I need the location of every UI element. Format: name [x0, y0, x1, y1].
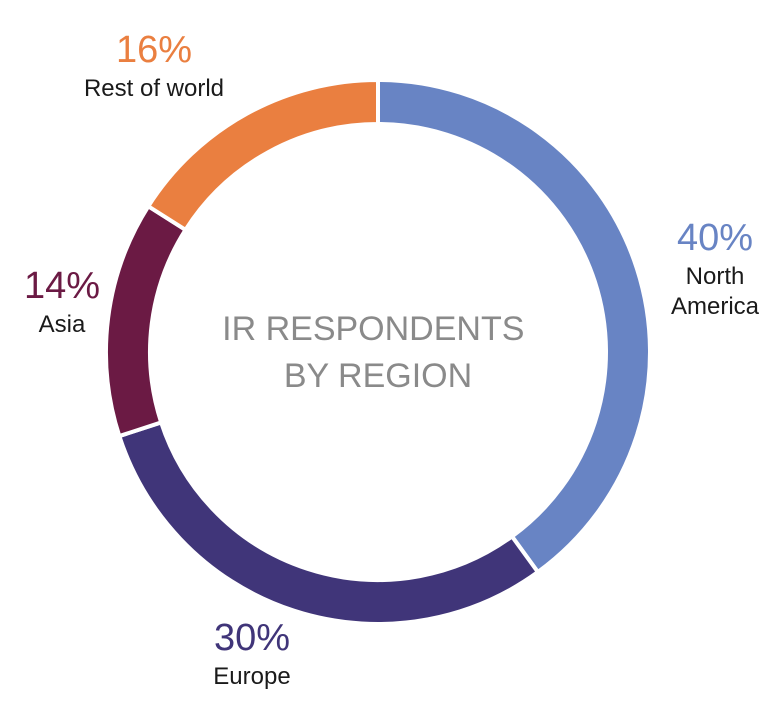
slice-asia — [104, 203, 189, 439]
slice-value-label: 30% — [214, 617, 290, 659]
slice-labels: 40%North America 30% Europe 14% Asia 16% Rest o… — [24, 29, 760, 690]
slice-rest-of-world — [145, 77, 380, 233]
chart-title-line-1: IR RESPONDENTS — [222, 310, 524, 348]
chart-title: IR RESPONDENTS BY REGION — [222, 310, 534, 395]
slice-europe — [116, 419, 541, 626]
slice-value-label: 14% — [24, 265, 100, 307]
slice-name-label: North America — [671, 263, 760, 320]
donut-slices — [104, 77, 652, 626]
chart-title-line-2: BY REGION — [284, 357, 472, 395]
slice-name-label: Asia — [39, 311, 86, 338]
slice-value-label: 40% — [677, 217, 753, 259]
slice-name-label: Rest of world — [84, 75, 224, 102]
slice-value-label: 16% — [116, 29, 192, 71]
slice-name-label: Europe — [213, 663, 290, 690]
